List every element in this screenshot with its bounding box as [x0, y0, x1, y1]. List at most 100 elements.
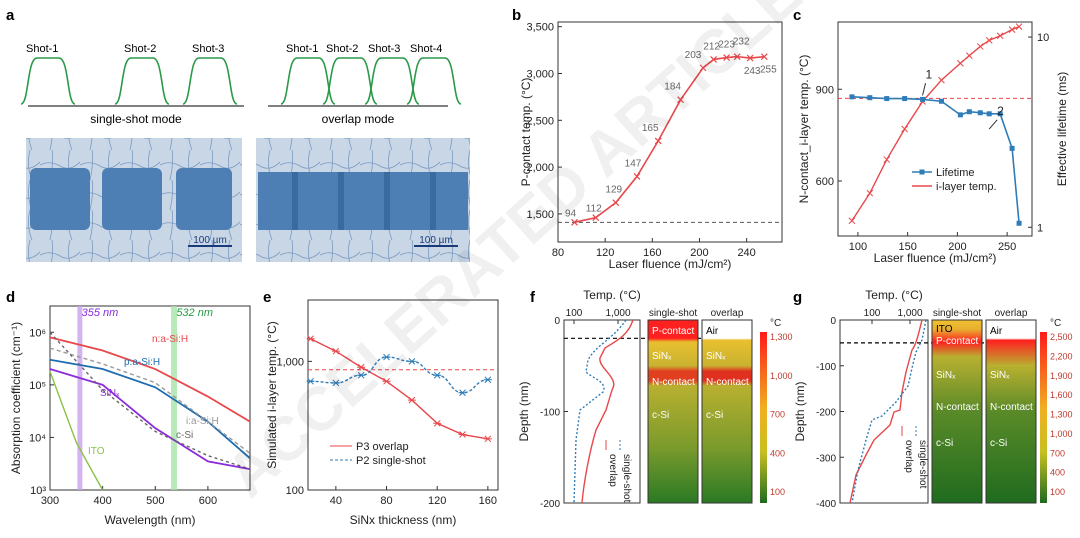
laser-pulse [322, 57, 378, 105]
single-shot-profile [851, 319, 927, 504]
point-label: 203 [685, 50, 702, 61]
data-point-lifetime [997, 111, 1003, 117]
shot-label: Shot-3 [192, 43, 224, 55]
layer-label: ITO [936, 324, 953, 335]
x-axis-title: Wavelength (nm) [105, 513, 196, 527]
data-point [710, 56, 718, 63]
series-line [49, 358, 251, 460]
x-tick-label: 100 [864, 308, 881, 319]
x-tick-label: 200 [948, 241, 966, 253]
data-point-temp [883, 156, 891, 163]
layer-label: N-contact [652, 377, 695, 388]
axis-title-top: Temp. (°C) [583, 288, 640, 302]
x-tick-label: 1,000 [897, 308, 922, 319]
y-tick-label: 2,000 [526, 162, 554, 174]
point-label: 255 [760, 65, 777, 76]
data-point [633, 173, 641, 180]
series-label: ITO [88, 446, 105, 457]
y-axis-title: Simulated i-layer temp. (°C) [265, 321, 279, 469]
y-tick-label: 2,500 [526, 115, 554, 127]
x-axis-title: Laser fluence (mJ/cm²) [609, 257, 732, 271]
y-tick-label: -200 [816, 408, 836, 419]
bar-header: single-shot [933, 308, 982, 319]
shot-label: Shot-1 [26, 43, 58, 55]
colorbar [1040, 332, 1047, 503]
plot-frame-e [307, 299, 499, 491]
series-line [49, 331, 251, 470]
x-tick-label: 150 [898, 241, 916, 253]
panel-letter-g: g [793, 289, 802, 306]
plot-frame-c [837, 21, 1033, 237]
laser-pulse [364, 57, 420, 105]
panel-a: a Shot-1 Shot-2 Shot-3 Shot-1 Shot-2 Sho… [6, 7, 470, 262]
data-point-p3 [382, 377, 391, 385]
point-label: 147 [625, 158, 642, 169]
layer-label: N-contact [936, 402, 979, 413]
wavelength-band-532 [171, 306, 178, 490]
laser-pulse [114, 57, 170, 105]
y-tick-label: 10³ [30, 485, 46, 497]
data-point [612, 199, 620, 207]
data-point-p3 [407, 396, 416, 404]
colorbar [760, 332, 767, 503]
layer-label: SiNₓ [936, 370, 956, 381]
data-point [677, 96, 685, 104]
point-label: 212 [703, 41, 720, 52]
data-point-lifetime [977, 110, 983, 116]
data-point-lifetime [938, 98, 944, 104]
annotation: 1 [926, 68, 933, 82]
wavelength-band-355 [77, 306, 83, 490]
micrograph-single-shot: 100 µm [26, 138, 242, 262]
series-line-lifetime [851, 96, 1020, 224]
colorbar-tick-label: 100 [1050, 487, 1065, 497]
point-label: 94 [565, 208, 577, 219]
colorbar-tick-label: 2,200 [1050, 351, 1073, 361]
data-point-temp [901, 125, 909, 133]
x-tick-label: 300 [41, 495, 59, 507]
data-point-temp [866, 189, 874, 197]
x-tick-label: 40 [330, 495, 342, 507]
point-label: 129 [605, 185, 622, 196]
data-point [654, 137, 662, 145]
colorbar-title: °C [770, 318, 781, 329]
colorbar-tick-label: 1,300 [770, 332, 793, 342]
bar-header: single-shot [649, 308, 698, 319]
shot-label: Shot-4 [410, 43, 442, 55]
x-tick-label: 160 [479, 495, 497, 507]
x-axis-title: SiNx thickness (nm) [350, 513, 457, 527]
data-point-lifetime [986, 111, 992, 117]
data-point-temp [1008, 26, 1016, 33]
layer-label: N-contact [706, 377, 749, 388]
data-point-lifetime [902, 96, 908, 102]
series-line [49, 368, 251, 470]
y-tick-label: 10⁶ [29, 327, 46, 339]
legend-label: single-shot [917, 440, 928, 489]
layer-label: N-contact [990, 402, 1033, 413]
bar-header: overlap [711, 308, 744, 319]
series-line [49, 371, 104, 491]
colorbar-tick-label: 1,000 [770, 371, 793, 381]
x-tick-label: 1,000 [605, 308, 630, 319]
series-label: n:a-Si:H [152, 334, 188, 345]
series-label: i:a-Si:H [186, 416, 219, 427]
y-tick-label: 100 [286, 485, 304, 497]
data-point-lifetime [1009, 145, 1015, 151]
data-point-temp [976, 43, 984, 50]
y-axis-title: Depth (nm) [793, 381, 807, 441]
data-point-temp [938, 76, 945, 84]
panel-letter-d: d [6, 289, 15, 306]
temperature-map-single [647, 319, 699, 504]
scale-bar-label: 100 µm [193, 235, 227, 246]
data-point-temp [848, 217, 856, 225]
annotation-leader [988, 119, 998, 130]
overlap-profile [581, 319, 634, 504]
data-point [592, 214, 600, 222]
data-point [746, 54, 754, 62]
x-axis-title: Laser fluence (mJ/cm²) [874, 251, 997, 265]
legend-label: single-shot [621, 454, 632, 503]
plot-frame-b [557, 21, 783, 243]
laser-pulse [182, 57, 238, 105]
shot-label: Shot-3 [368, 43, 400, 55]
data-point-p2 [433, 371, 442, 379]
y-tick-label: 10⁵ [29, 380, 46, 392]
